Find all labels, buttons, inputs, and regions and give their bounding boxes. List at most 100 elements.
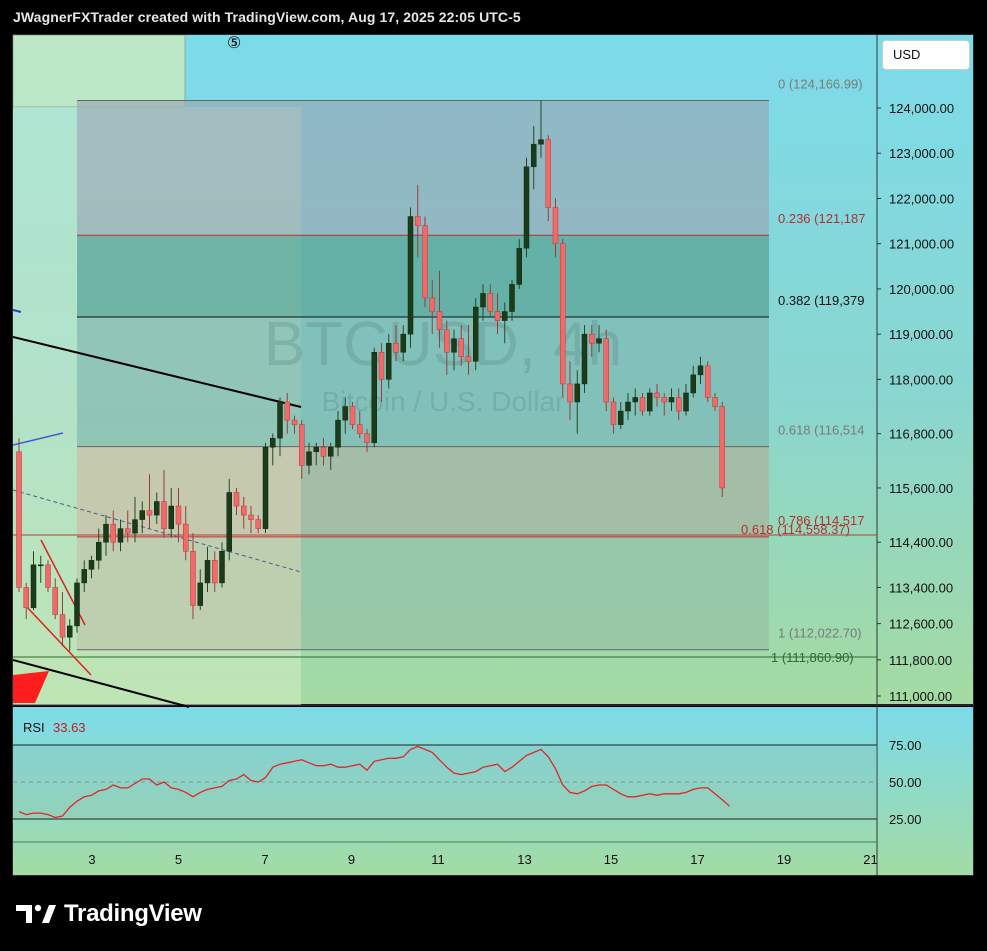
chart-container[interactable]: BTCUSD, 4h Bitcoin / U.S. Dollar 0 (124,… [12,34,974,876]
candle-body-54 [407,216,414,335]
candle-body-4 [45,564,51,588]
candle-body-71 [531,143,537,168]
time-tick-label-4: 11 [431,852,445,867]
time-tick-label-2: 7 [261,852,268,867]
candle-body-25 [197,582,203,606]
candle-body-87 [647,392,653,412]
price-tick-label-10: 113,400.00 [889,580,953,595]
candle-body-13 [110,523,116,543]
candle-body-81 [603,338,609,403]
zones-layer [13,35,769,705]
candle-body-41 [313,446,319,453]
time-tick-label-6: 15 [604,852,618,867]
candle-body-59 [444,329,450,353]
price-tick-label-11: 112,600.00 [889,617,953,632]
candle-body-62 [465,356,472,362]
time-tick-label-1: 5 [175,852,182,867]
candle-body-3 [38,564,44,567]
fib-ext-label-1: 1 (111,860.90) [771,650,854,665]
candle-body-33 [255,519,261,529]
candle-body-95 [705,365,711,398]
candles-layer [16,100,725,651]
candle-body-32 [248,514,254,520]
candle-body-30 [233,492,240,507]
trendline-upper [13,336,302,408]
time-tick-label-8: 19 [777,852,791,867]
candle-body-92 [683,392,689,412]
rsi-pane-background [13,707,973,875]
fib-label-4: 0.786 (114,517 [778,513,865,528]
fib-label-2: 0.382 (119,379 [778,293,865,308]
candle-body-97 [719,406,725,489]
candle-body-94 [697,365,704,376]
red-arrow-shape [13,671,49,703]
candle-body-51 [386,342,392,380]
candle-body-2 [30,564,37,609]
candle-body-50 [378,351,385,380]
candle-body-63 [473,306,479,362]
candle-body-34 [262,446,269,529]
candle-body-78 [581,333,588,385]
candle-body-9 [81,569,87,584]
rsi-label: RSI [23,720,45,735]
tradingview-logo-text: TradingView [64,900,202,927]
candle-body-56 [422,225,428,299]
price-chart[interactable]: BTCUSD, 4h Bitcoin / U.S. Dollar 0 (124,… [13,35,973,875]
fib-label-0: 0 (124,166.99) [778,76,863,91]
candle-body-15 [125,528,131,534]
candle-body-72 [538,139,544,145]
time-tick-label-9: 21 [863,852,877,867]
price-tick-label-13: 111,000.00 [889,689,952,704]
currency-button[interactable]: USD [882,40,970,70]
candle-body-64 [480,293,486,308]
candle-body-31 [241,505,247,516]
candle-body-43 [328,446,334,457]
fib-label-3: 0.618 (116,514 [778,423,865,438]
candle-body-28 [219,551,225,584]
time-tick-label-0: 3 [88,852,95,867]
candle-body-88 [654,392,660,398]
candle-body-26 [204,560,211,584]
candle-body-49 [371,351,377,443]
blue-tick [13,309,22,313]
candle-body-79 [589,333,595,344]
watermark-description: Bitcoin / U.S. Dollar [322,386,565,417]
candle-body-44 [335,419,341,448]
candle-body-1 [23,587,29,609]
drawing-lines-layer [13,99,877,708]
candle-body-38 [291,419,298,425]
candle-body-29 [226,492,232,552]
chart-header: JWagnerFXTrader created with TradingView… [13,9,521,25]
rsi-level-label-1: 50.00 [889,775,922,790]
candle-body-84 [625,401,631,412]
candle-body-82 [610,401,617,425]
fib-label-1: 0.236 (121,187 [778,211,865,226]
candle-body-14 [117,528,124,543]
rsi-level-label-0: 75.00 [889,738,922,753]
candle-body-17 [139,510,145,520]
candle-body-5 [52,587,58,615]
candle-body-60 [451,338,457,353]
candle-body-10 [88,560,95,570]
candle-body-89 [661,397,667,403]
candle-body-93 [690,374,696,394]
price-tick-label-2: 122,000.00 [889,191,954,206]
candle-body-42 [320,446,327,457]
dashed-channel-line [13,489,302,573]
candle-body-35 [270,437,276,448]
candle-body-91 [676,397,682,412]
zone-top-left [13,35,186,108]
price-axis-layer: 124,000.00 123,000.00 122,000.00 121,000.00… [877,101,954,704]
rsi-line [18,745,730,819]
price-tick-label-8: 115,600.00 [889,481,953,496]
rsi-value: 33.63 [53,720,86,735]
trendline-lower [13,659,190,708]
candle-body-53 [400,333,406,353]
candle-body-16 [132,519,138,534]
candle-body-39 [299,424,305,466]
candle-body-52 [393,342,399,353]
price-tick-label-4: 120,000.00 [889,282,954,297]
price-tick-label-0: 124,000.00 [889,101,954,116]
time-tick-label-7: 17 [690,852,704,867]
red-line-b [24,604,92,676]
